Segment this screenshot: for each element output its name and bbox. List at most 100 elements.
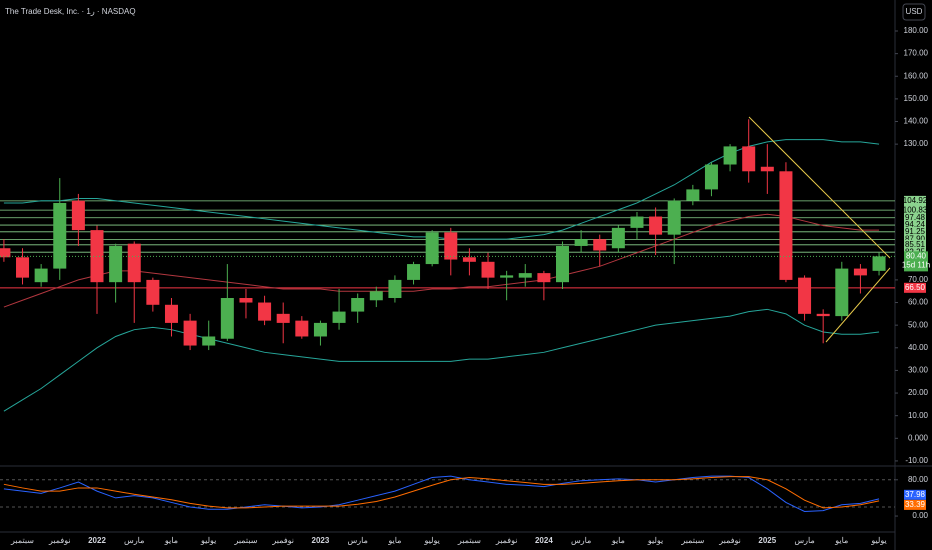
candle-body [779, 171, 793, 280]
x-tick-label: مايو [611, 536, 625, 545]
osc-value-box [904, 499, 926, 510]
y-tick-label: 50.00 [908, 320, 929, 329]
level-label: 91.25 [905, 227, 926, 236]
osc-tick-label: 80.00 [908, 475, 929, 484]
y-tick-label: 150.00 [904, 94, 929, 103]
x-tick-label: نوفمبر [495, 536, 518, 545]
candle-body [388, 279, 402, 299]
candle-body [798, 277, 812, 314]
x-tick-label: نوفمبر [271, 536, 294, 545]
drawing-line [748, 116, 891, 259]
support-label: 66.50 [905, 283, 926, 292]
candle-body [146, 279, 160, 305]
candle-body [462, 257, 476, 262]
level-label: 97.48 [905, 213, 926, 222]
overlay-line [3, 308, 880, 412]
y-tick-label: 170.00 [904, 49, 929, 58]
x-tick-label: 2025 [758, 536, 776, 545]
y-tick-label: 40.00 [908, 343, 929, 352]
level-label-box [904, 195, 926, 206]
level-label: 94.24 [905, 220, 926, 229]
x-tick-label: سبتمبر [680, 536, 704, 545]
candle-body [332, 311, 346, 323]
x-tick-label: يوليو [647, 536, 663, 545]
drawing-line [825, 267, 891, 343]
candle-body [686, 189, 700, 201]
candle-body [0, 248, 11, 258]
x-tick-label: مارس [571, 536, 591, 545]
candle-body [239, 298, 253, 303]
currency-box[interactable] [902, 3, 926, 21]
candle-body [407, 264, 421, 280]
y-tick-label: 20.00 [908, 388, 929, 397]
osc-value-box [904, 489, 926, 500]
candle-body [425, 232, 439, 265]
level-label: 104.92 [903, 196, 928, 205]
candle-body [481, 261, 495, 278]
last-price-label: 80.40 [906, 251, 927, 260]
candle-body [611, 227, 625, 249]
level-label-box [904, 205, 926, 216]
candle-body [53, 202, 67, 269]
x-tick-label: سبتمبر [457, 536, 481, 545]
candle-body [723, 146, 737, 165]
y-tick-label: 60.00 [908, 298, 929, 307]
x-tick-label: مايو [387, 536, 401, 545]
y-tick-label: 130.00 [904, 139, 929, 148]
candle-body [109, 245, 123, 283]
x-tick-label: سبتمبر [10, 536, 34, 545]
candle-body [313, 322, 327, 337]
candle-body [760, 166, 774, 172]
candle-body [127, 243, 141, 283]
osc-value-label: 37.98 [905, 490, 926, 499]
x-tick-label: مايو [834, 536, 848, 545]
level-label: 100.83 [903, 205, 928, 214]
osc-tick-label: 0.00 [912, 511, 928, 520]
y-tick-label: 0.000 [908, 433, 929, 442]
x-tick-label: يوليو [423, 536, 439, 545]
candle-body [518, 273, 532, 278]
y-tick-label: 30.00 [908, 366, 929, 375]
currency[interactable]: USD [906, 7, 923, 16]
candle-body [183, 320, 197, 346]
y-tick-label: 140.00 [904, 117, 929, 126]
support-label-box [904, 282, 926, 293]
x-tick-label: مايو [164, 536, 178, 545]
candle-body [742, 146, 756, 172]
overlay-line [3, 213, 880, 308]
level-label-box [904, 220, 926, 231]
candle-body [202, 336, 216, 346]
y-tick-label: 180.00 [904, 26, 929, 35]
x-tick-label: 2022 [88, 536, 106, 545]
x-tick-label: نوفمبر [48, 536, 71, 545]
candle-body [556, 245, 569, 283]
level-label-box [904, 239, 926, 250]
x-tick-label: 2023 [312, 536, 330, 545]
candle-body [369, 291, 383, 301]
candle-body [351, 298, 365, 312]
x-tick-label: مارس [794, 536, 814, 545]
candle-body [16, 257, 30, 278]
candle-body [276, 313, 290, 323]
y-tick-label: 10.00 [908, 411, 929, 420]
x-tick-label: مارس [124, 536, 144, 545]
candle-body [537, 273, 551, 283]
x-tick-label: نوفمبر [718, 536, 741, 545]
candle-body [649, 216, 663, 235]
plot: 180.00 170.00 160.00 150.00 140.00 130.00 70.0… [0, 26, 930, 545]
candle-body [704, 164, 718, 190]
candle-body [295, 320, 309, 337]
candle-body [164, 304, 178, 323]
chart-title: The Trade Desk, Inc. · 1ر · NASDAQ [5, 7, 136, 16]
candle-body [593, 239, 607, 251]
x-tick-label: سبتمبر [233, 536, 257, 545]
candle-body [500, 275, 514, 278]
level-label-box [904, 212, 926, 223]
y-tick-label: 160.00 [904, 71, 929, 80]
x-tick-label: مارس [348, 536, 368, 545]
candle-body [667, 200, 681, 235]
x-tick-label: يوليو [870, 536, 886, 545]
x-tick-label: يوليو [200, 536, 216, 545]
candle-body [835, 268, 849, 317]
